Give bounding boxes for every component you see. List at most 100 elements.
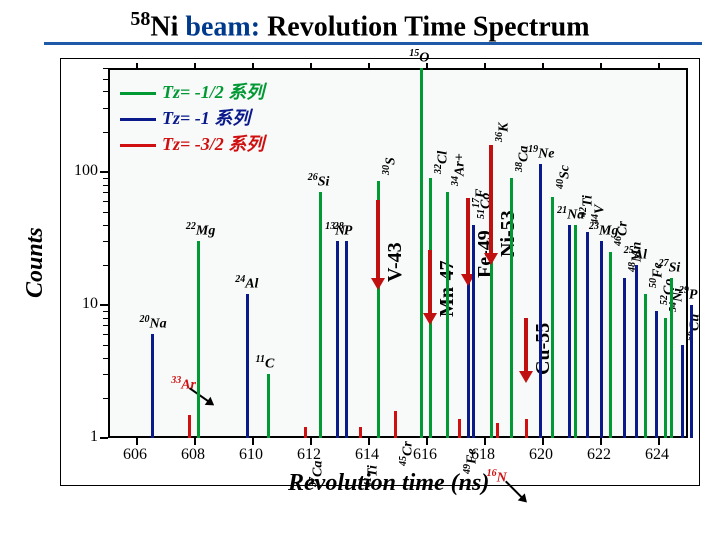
spectrum-peak — [446, 192, 449, 438]
spectrum-peak — [496, 423, 499, 438]
y-minor-tick — [103, 108, 108, 109]
legend-swatch — [120, 118, 156, 121]
x-tick — [600, 63, 602, 70]
spectrum-peak — [458, 419, 461, 438]
x-tick — [252, 438, 254, 445]
peak-label: 25Al — [624, 245, 647, 264]
y-tick — [100, 304, 108, 306]
x-tick-label: 610 — [239, 446, 263, 464]
x-tick — [136, 63, 138, 70]
peak-label-rot: 45Cr — [398, 441, 417, 466]
highlight-arrow-icon — [519, 318, 533, 383]
x-tick-label: 608 — [181, 446, 205, 464]
y-minor-tick — [103, 212, 108, 213]
spectrum-peak — [319, 192, 322, 438]
y-minor-tick — [103, 201, 108, 202]
peak-label: 24Al — [235, 274, 258, 293]
peak-label-rot: 49Fe — [462, 448, 481, 474]
y-minor-tick — [103, 311, 108, 312]
y-tick-label: 100 — [64, 162, 98, 180]
x-tick — [542, 438, 544, 445]
spectrum-peak — [664, 318, 667, 438]
title-beam: beam: — [178, 11, 260, 42]
spectrum-peak — [151, 334, 154, 438]
spectrum-peak — [600, 241, 603, 438]
title-sup: 58 — [130, 8, 150, 30]
y-minor-tick — [103, 265, 108, 266]
y-minor-tick — [103, 132, 108, 133]
legend-item: Tz= -3/2 系列 — [120, 130, 264, 156]
x-tick-label: 624 — [645, 446, 669, 464]
x-tick — [484, 438, 486, 445]
spectrum-peak — [472, 225, 475, 438]
peak-label-rot: 34Ar+ — [450, 154, 469, 187]
peak-label-rot: 36K — [494, 123, 513, 142]
peak-label-rot: 32Cl — [433, 150, 452, 173]
spectrum-peak — [635, 265, 638, 438]
y-minor-tick — [103, 398, 108, 399]
y-minor-tick — [103, 358, 108, 359]
spectrum-peak — [336, 241, 339, 438]
spectrum-peak — [681, 345, 684, 438]
peak-label-rot: 56Cu — [685, 314, 704, 341]
spectrum-peak — [655, 311, 658, 438]
y-tick — [100, 437, 108, 439]
y-tick-label: 10 — [64, 295, 98, 313]
x-tick — [368, 63, 370, 70]
spectrum-peak — [644, 294, 647, 438]
highlight-label: Ni-53 — [497, 210, 520, 257]
y-minor-tick — [103, 79, 108, 80]
spectrum-peak — [304, 427, 307, 438]
legend-item: Tz= -1/2 系列 — [120, 78, 264, 104]
x-tick — [542, 63, 544, 70]
spectrum-peak — [609, 252, 612, 438]
peak-label: 27Si — [659, 258, 681, 277]
peak-label: 22Mg — [186, 221, 215, 240]
peak-label: 28P — [334, 221, 353, 240]
y-minor-tick — [103, 225, 108, 226]
spectrum-peak — [690, 305, 693, 438]
page-title: 58Ni beam: Revolution Time Spectrum — [0, 8, 720, 43]
legend-swatch — [120, 92, 156, 95]
x-tick-label: 620 — [529, 446, 553, 464]
y-minor-tick — [103, 374, 108, 375]
x-tick — [194, 63, 196, 70]
peak-label: 15O — [409, 48, 429, 67]
y-minor-tick — [103, 192, 108, 193]
x-tick — [252, 63, 254, 70]
peak-label: 20Na — [140, 314, 167, 333]
y-minor-tick — [103, 318, 108, 319]
spectrum-peak — [246, 294, 249, 438]
y-minor-tick — [103, 178, 108, 179]
y-minor-tick — [103, 185, 108, 186]
spectrum-peak — [551, 197, 554, 438]
x-tick — [484, 63, 486, 70]
y-tick-label: 1 — [64, 428, 98, 446]
spectrum-peak — [568, 225, 571, 438]
peak-label: 29P — [679, 285, 698, 304]
x-tick — [368, 438, 370, 445]
highlight-arrow-icon — [371, 200, 385, 290]
y-minor-tick — [103, 91, 108, 92]
legend-label: Tz= -1 系列 — [162, 108, 250, 128]
peak-label-rot: 37Ca — [308, 461, 327, 487]
title-el: Ni — [150, 11, 178, 42]
peak-label-rot: 41Ti — [363, 466, 382, 488]
x-tick — [658, 63, 660, 70]
spectrum-peak — [574, 225, 577, 438]
x-tick — [658, 438, 660, 445]
y-minor-tick — [103, 345, 108, 346]
spectrum-peak — [510, 178, 513, 438]
spectrum-peak — [586, 232, 589, 438]
legend-item: Tz= -1 系列 — [120, 104, 250, 130]
title-rest: Revolution Time Spectrum — [260, 11, 590, 42]
spectrum-peak — [267, 374, 270, 438]
x-tick — [600, 438, 602, 445]
spectrum-peak — [670, 278, 673, 438]
spectrum-peak — [525, 419, 528, 438]
y-axis-title: Counts — [22, 227, 49, 298]
highlight-arrow-icon — [484, 145, 498, 265]
x-tick — [426, 438, 428, 445]
spectrum-peak — [394, 411, 397, 438]
peak-label-diag: 16N — [487, 468, 507, 487]
